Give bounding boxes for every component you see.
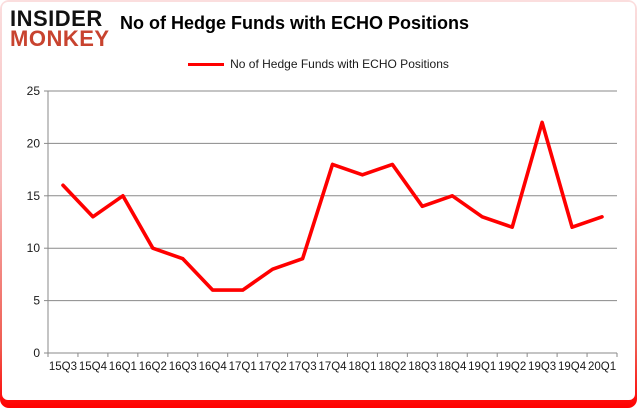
x-tick-label: 18Q1: [348, 361, 376, 373]
x-tick-label: 19Q1: [468, 361, 496, 373]
y-tick-label: 20: [27, 136, 41, 150]
x-tick-label: 19Q2: [498, 361, 526, 373]
x-tick-label: 19Q4: [558, 361, 587, 373]
x-tick-label: 16Q2: [139, 361, 167, 373]
x-tick-label: 17Q1: [229, 361, 257, 373]
x-tick-label: 18Q4: [438, 361, 467, 373]
chart-card: INSIDER MONKEY No of Hedge Funds with EC…: [2, 2, 635, 400]
legend-label: No of Hedge Funds with ECHO Positions: [230, 57, 449, 71]
x-tick-label: 17Q4: [318, 361, 347, 373]
y-tick-label: 25: [27, 84, 41, 98]
x-tick-label: 15Q4: [79, 361, 108, 373]
x-tick-label: 15Q3: [49, 361, 77, 373]
y-tick-label: 0: [33, 346, 40, 360]
x-tick-label: 19Q3: [528, 361, 556, 373]
chart-title: No of Hedge Funds with ECHO Positions: [120, 13, 469, 33]
x-tick-label: 18Q3: [408, 361, 436, 373]
x-tick-label: 17Q2: [259, 361, 287, 373]
x-tick-label: 16Q4: [199, 361, 228, 373]
legend: No of Hedge Funds with ECHO Positions: [2, 57, 635, 71]
y-tick-label: 5: [33, 294, 40, 308]
legend-line-swatch: [188, 62, 225, 66]
y-tick-label: 10: [27, 241, 41, 255]
data-line: [61, 120, 604, 292]
logo-insider-text: INSIDER: [10, 6, 103, 31]
x-tick-label: 17Q3: [288, 361, 316, 373]
x-tick-label: 16Q3: [169, 361, 197, 373]
x-tick-label: 20Q1: [588, 361, 616, 373]
x-tick-label: 16Q1: [109, 361, 137, 373]
y-tick-label: 15: [27, 189, 41, 203]
logo-monkey-text: MONKEY: [10, 26, 110, 52]
insider-monkey-logo: INSIDER MONKEY: [10, 6, 110, 52]
x-tick-label: 18Q2: [378, 361, 406, 373]
